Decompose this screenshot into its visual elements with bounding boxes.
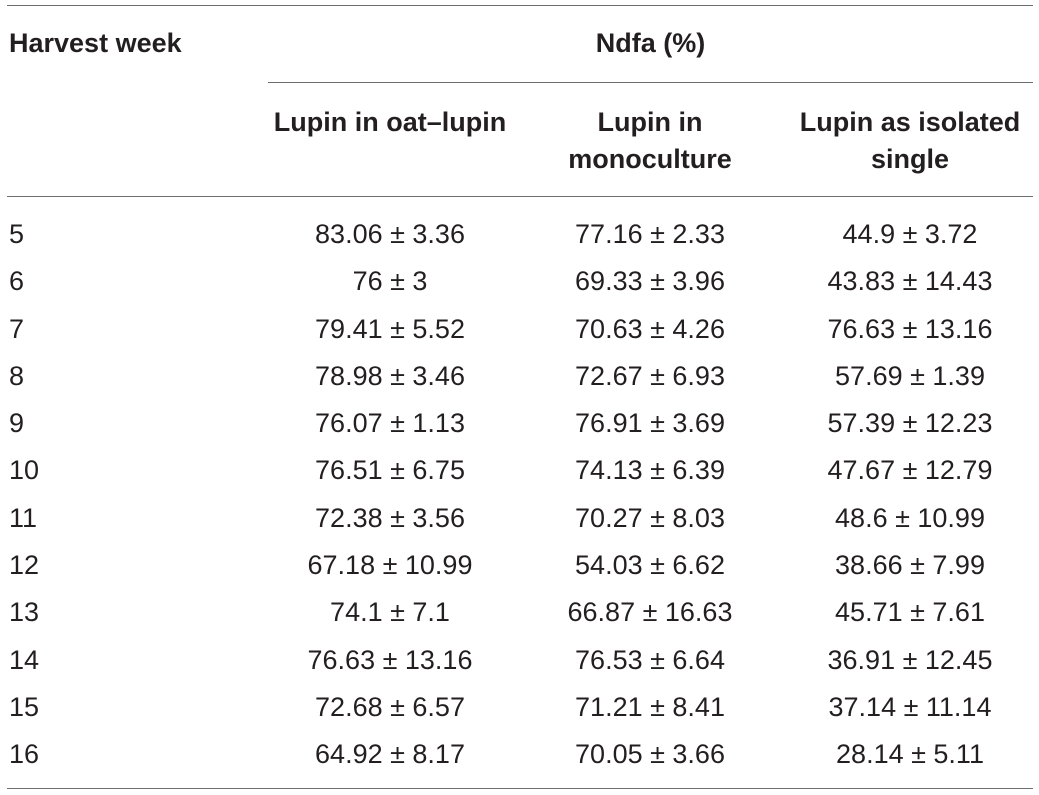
cell-isolated-single: 76.63 ± 13.16 xyxy=(827,313,993,344)
table-row: 16 64.92 ± 8.17 70.05 ± 3.66 28.14 ± 5.11 xyxy=(0,731,1039,778)
column-header-monoculture: Lupin in monoculture xyxy=(530,104,770,178)
cell-monoculture: 77.16 ± 2.33 xyxy=(575,219,725,249)
cell-isolated-single: 48.6 ± 10.99 xyxy=(835,502,985,533)
top-rule xyxy=(7,5,1033,6)
table-row: 12 67.18 ± 10.99 54.03 ± 6.62 38.66 ± 7.99 xyxy=(0,542,1039,589)
column-header-line: Lupin in xyxy=(597,107,703,137)
header-ndfa: Ndfa (%) xyxy=(595,28,706,58)
cell-monoculture: 54.03 ± 6.62 xyxy=(575,550,725,581)
cell-harvest-week: 16 xyxy=(9,739,40,770)
table-row: 10 76.51 ± 6.75 74.13 ± 6.39 47.67 ± 12.79 xyxy=(0,447,1039,494)
cell-oat-lupin: 72.38 ± 3.56 xyxy=(315,502,465,533)
cell-oat-lupin: 76.51 ± 6.75 xyxy=(315,455,465,486)
cell-monoculture: 70.63 ± 4.26 xyxy=(575,313,725,344)
cell-harvest-week: 5 xyxy=(9,219,25,249)
header-harvest-week: Harvest week xyxy=(9,28,182,58)
header-bottom-rule xyxy=(7,196,1033,197)
cell-oat-lupin: 76 ± 3 xyxy=(352,266,428,297)
cell-monoculture: 76.53 ± 6.64 xyxy=(575,644,725,675)
cell-oat-lupin: 74.1 ± 7.1 xyxy=(330,597,450,628)
cell-monoculture: 71.21 ± 8.41 xyxy=(575,691,725,722)
table-row: 6 76 ± 3 69.33 ± 3.96 43.83 ± 14.43 xyxy=(0,258,1039,305)
cell-harvest-week: 12 xyxy=(9,550,40,581)
cell-monoculture: 69.33 ± 3.96 xyxy=(575,266,725,297)
cell-oat-lupin: 83.06 ± 3.36 xyxy=(315,219,465,249)
cell-isolated-single: 43.83 ± 14.43 xyxy=(827,266,993,297)
cell-harvest-week: 9 xyxy=(9,408,25,439)
table-body: 5 83.06 ± 3.36 77.16 ± 2.33 44.9 ± 3.72 6 76 … xyxy=(0,211,1039,779)
cell-isolated-single: 57.39 ± 12.23 xyxy=(827,408,993,439)
cell-harvest-week: 14 xyxy=(9,644,40,675)
cell-oat-lupin: 72.68 ± 6.57 xyxy=(315,691,465,722)
column-header-line: Lupin in oat–lupin xyxy=(273,107,507,137)
cell-isolated-single: 28.14 ± 5.11 xyxy=(836,739,984,770)
table-row: 15 72.68 ± 6.57 71.21 ± 8.41 37.14 ± 11.14 xyxy=(0,684,1039,731)
cell-oat-lupin: 64.92 ± 8.17 xyxy=(315,739,465,770)
cell-harvest-week: 7 xyxy=(9,313,25,344)
cell-isolated-single: 47.67 ± 12.79 xyxy=(827,455,993,486)
cell-monoculture: 70.27 ± 8.03 xyxy=(575,502,725,533)
table-row: 5 83.06 ± 3.36 77.16 ± 2.33 44.9 ± 3.72 xyxy=(0,211,1039,258)
cell-harvest-week: 11 xyxy=(9,502,38,533)
table-row: 8 78.98 ± 3.46 72.67 ± 6.93 57.69 ± 1.39 xyxy=(0,353,1039,400)
cell-harvest-week: 6 xyxy=(9,266,25,297)
table-row: 7 79.41 ± 5.52 70.63 ± 4.26 76.63 ± 13.16 xyxy=(0,306,1039,353)
cell-oat-lupin: 76.63 ± 13.16 xyxy=(307,644,473,675)
cell-isolated-single: 37.14 ± 11.14 xyxy=(828,691,992,722)
cell-monoculture: 74.13 ± 6.39 xyxy=(575,455,725,486)
cell-harvest-week: 13 xyxy=(9,597,40,628)
cell-isolated-single: 38.66 ± 7.99 xyxy=(835,550,985,581)
cell-harvest-week: 8 xyxy=(9,360,25,391)
table-row: 14 76.63 ± 13.16 76.53 ± 6.64 36.91 ± 12.45 xyxy=(0,637,1039,684)
cell-isolated-single: 45.71 ± 7.61 xyxy=(835,597,985,628)
cell-harvest-week: 15 xyxy=(9,691,40,722)
cell-isolated-single: 44.9 ± 3.72 xyxy=(842,219,978,249)
column-header-line: single xyxy=(870,144,950,174)
cell-monoculture: 76.91 ± 3.69 xyxy=(575,408,725,439)
group-header-rule xyxy=(268,82,1033,83)
column-header-line: monoculture xyxy=(568,144,732,174)
cell-oat-lupin: 79.41 ± 5.52 xyxy=(315,313,465,344)
cell-isolated-single: 57.69 ± 1.39 xyxy=(835,360,985,391)
cell-monoculture: 72.67 ± 6.93 xyxy=(575,360,725,391)
cell-isolated-single: 36.91 ± 12.45 xyxy=(827,644,993,675)
cell-oat-lupin: 67.18 ± 10.99 xyxy=(307,550,473,581)
table-row: 9 76.07 ± 1.13 76.91 ± 3.69 57.39 ± 12.23 xyxy=(0,400,1039,447)
column-header-isolated-single: Lupin as isolated single xyxy=(782,104,1038,178)
cell-monoculture: 66.87 ± 16.63 xyxy=(567,597,733,628)
cell-monoculture: 70.05 ± 3.66 xyxy=(575,739,725,770)
bottom-rule xyxy=(7,788,1033,789)
column-header-oat-lupin: Lupin in oat–lupin xyxy=(268,104,512,141)
cell-oat-lupin: 76.07 ± 1.13 xyxy=(315,408,465,439)
table-row: 11 72.38 ± 3.56 70.27 ± 8.03 48.6 ± 10.99 xyxy=(0,495,1039,542)
cell-harvest-week: 10 xyxy=(9,455,40,486)
cell-oat-lupin: 78.98 ± 3.46 xyxy=(315,360,465,391)
table-row: 13 74.1 ± 7.1 66.87 ± 16.63 45.71 ± 7.61 xyxy=(0,589,1039,636)
column-header-line: Lupin as isolated xyxy=(799,107,1021,137)
